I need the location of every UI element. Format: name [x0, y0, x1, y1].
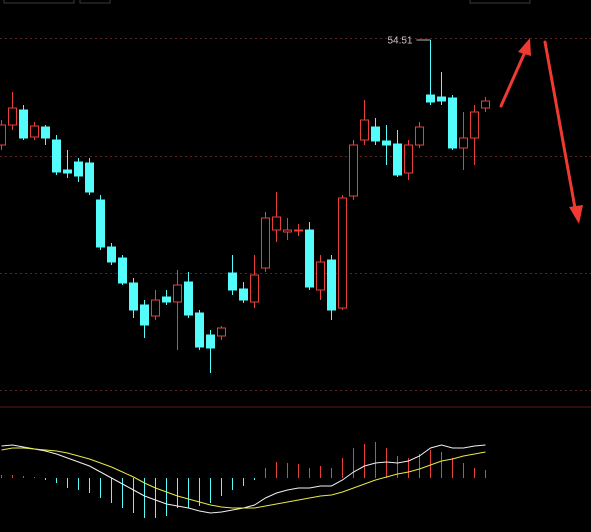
candle-body [195, 312, 204, 348]
candle-body [338, 197, 347, 309]
candle-body [404, 144, 413, 174]
candle-body [294, 229, 303, 232]
candle-body [228, 272, 237, 291]
arrow-down-shaft [543, 40, 577, 210]
candle-body [162, 296, 171, 303]
candle-body [41, 126, 50, 139]
candle-body [151, 299, 160, 317]
candle-body [184, 281, 193, 316]
candle-body [85, 162, 94, 193]
candle-body [74, 161, 83, 177]
candle-body [96, 199, 105, 248]
plot-area: 54.51 [0, 36, 591, 518]
candle-body [8, 107, 17, 126]
candle-body [140, 304, 149, 326]
arrow-up-shaft [499, 50, 527, 108]
candle-body [283, 229, 292, 233]
candle-body [63, 169, 72, 174]
candle-body [217, 327, 226, 337]
arrow-up-head [518, 38, 531, 56]
candle-body [382, 140, 391, 146]
trend-arrows [499, 38, 583, 224]
candle-body [327, 259, 336, 311]
candle-body [481, 100, 490, 109]
candle-body [349, 144, 358, 197]
tab-edges [3, 0, 531, 4]
candle-body [261, 217, 270, 269]
high-annotation: 54.51 [387, 36, 412, 47]
candle-body [0, 124, 6, 146]
candle-body [316, 261, 325, 291]
candle-body [272, 216, 281, 231]
candle-body [118, 257, 127, 284]
candle-body [30, 125, 39, 138]
candle-body [305, 229, 314, 288]
candle-body [426, 94, 435, 103]
candle-body [239, 288, 248, 301]
candle-body [448, 97, 457, 149]
candle-body [107, 246, 116, 263]
candle-body [173, 284, 182, 303]
candle-body [393, 143, 402, 176]
tab-remnants [3, 0, 531, 4]
candle-body [206, 334, 215, 349]
candle-body [459, 137, 468, 149]
candle-body [250, 274, 259, 303]
candle-body [52, 139, 61, 173]
candle-body [470, 111, 479, 139]
candle-body [437, 96, 446, 102]
candle-body [129, 282, 138, 311]
candle-body [360, 119, 369, 141]
dea-line [1, 447, 486, 509]
candle-body [371, 126, 380, 142]
candle-body [19, 109, 28, 139]
arrow-down-head [569, 205, 583, 224]
candle-body [415, 126, 424, 146]
